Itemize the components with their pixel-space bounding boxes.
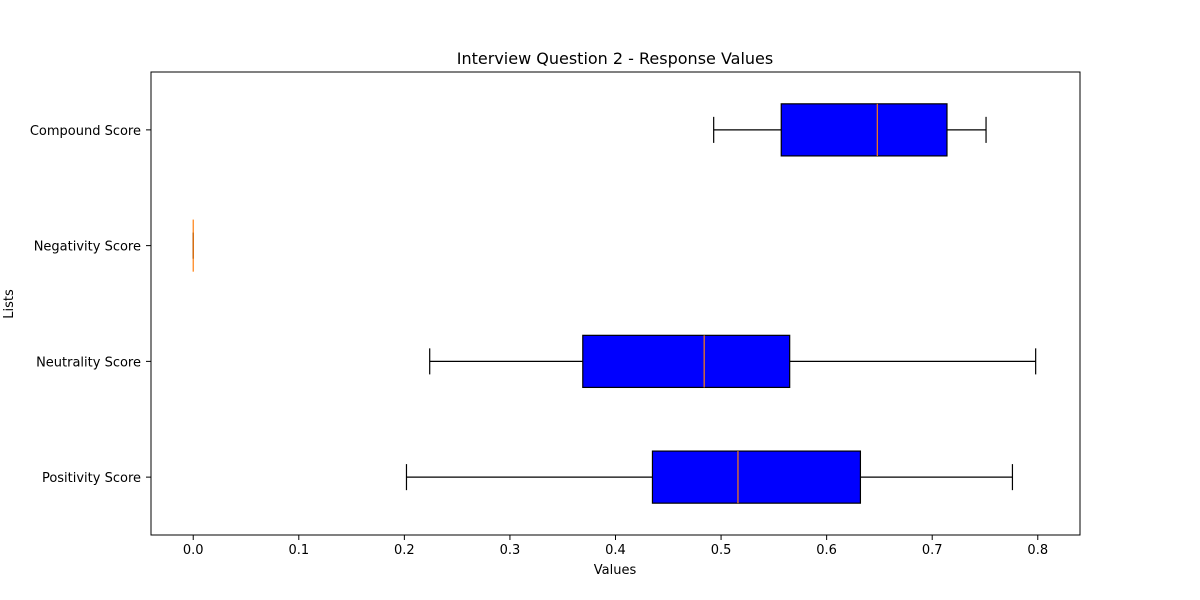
box-positivity-score xyxy=(405,450,1014,504)
iqr-box xyxy=(780,103,948,157)
boxes-layer xyxy=(192,103,1037,504)
x-tick-label: 0.6 xyxy=(816,543,837,558)
x-tick-label: 0.1 xyxy=(288,543,309,558)
y-axis: Compound Score Negativity Score Neutrality… xyxy=(30,124,151,486)
x-tick-label: 0.4 xyxy=(605,543,626,558)
x-tick-label: 0.8 xyxy=(1027,543,1048,558)
y-tick-label: Compound Score xyxy=(30,124,141,139)
x-axis-label: Values xyxy=(594,563,637,578)
y-tick-label: Negativity Score xyxy=(34,240,141,255)
box-neutrality-score xyxy=(429,334,1037,389)
x-tick-label: 0.7 xyxy=(922,543,943,558)
box-compound-score xyxy=(713,103,987,157)
x-tick-label: 0.3 xyxy=(500,543,521,558)
iqr-box xyxy=(582,334,791,389)
iqr-box xyxy=(651,450,862,504)
x-tick-label: 0.2 xyxy=(394,543,415,558)
chart-title: Interview Question 2 - Response Values xyxy=(457,49,773,68)
y-axis-label: Lists xyxy=(2,289,17,319)
y-tick-label: Neutrality Score xyxy=(36,355,141,370)
x-axis: 0.0 0.1 0.2 0.3 0.4 0.5 0.6 0.7 0.8 xyxy=(183,535,1048,558)
y-tick-label: Positivity Score xyxy=(42,471,141,486)
x-tick-label: 0.5 xyxy=(711,543,732,558)
x-tick-label: 0.0 xyxy=(183,543,204,558)
